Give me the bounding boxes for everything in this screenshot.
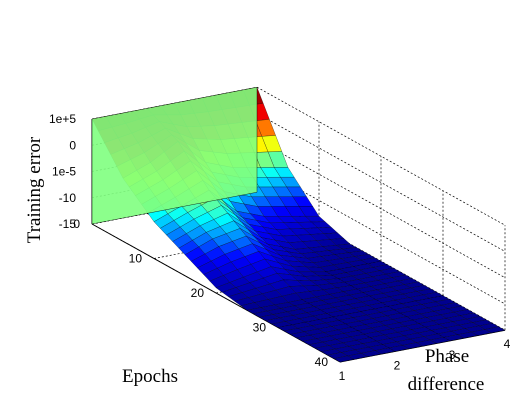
y-tick-label: 4	[504, 337, 511, 351]
x-tick-label: 20	[191, 286, 205, 300]
y-tick-label: 3	[449, 348, 456, 362]
y-tick-label: 2	[394, 358, 401, 372]
surface-skirt	[91, 86, 258, 225]
z-tick-label: 0	[69, 138, 76, 152]
x-tick-label: 30	[253, 321, 267, 335]
surface-patch	[333, 355, 355, 363]
y-axis-label-line2: difference	[408, 374, 485, 395]
z-tick-label: 1e+5	[49, 112, 76, 126]
y-tick-label: 1	[339, 369, 346, 383]
x-tick-label: 10	[129, 252, 143, 266]
x-tick-label: 0	[73, 217, 80, 231]
x-tick-label: 40	[315, 355, 329, 369]
z-tick-label: -15	[59, 217, 77, 231]
y-axis-label-line1: Phase	[425, 346, 469, 367]
grid-line	[256, 113, 506, 252]
surface-plot	[91, 86, 506, 363]
z-axis-label: Training error	[24, 136, 45, 243]
grid-line	[256, 165, 506, 305]
z-tick-label: -10	[59, 191, 77, 205]
z-tick-label: 1e-5	[52, 165, 76, 179]
tick-labels: 0 10 20 30 40 1 2 3 4 1e+5 0 1e-5 -10 -15	[49, 112, 511, 383]
x-axis-label: Epochs	[122, 366, 178, 387]
